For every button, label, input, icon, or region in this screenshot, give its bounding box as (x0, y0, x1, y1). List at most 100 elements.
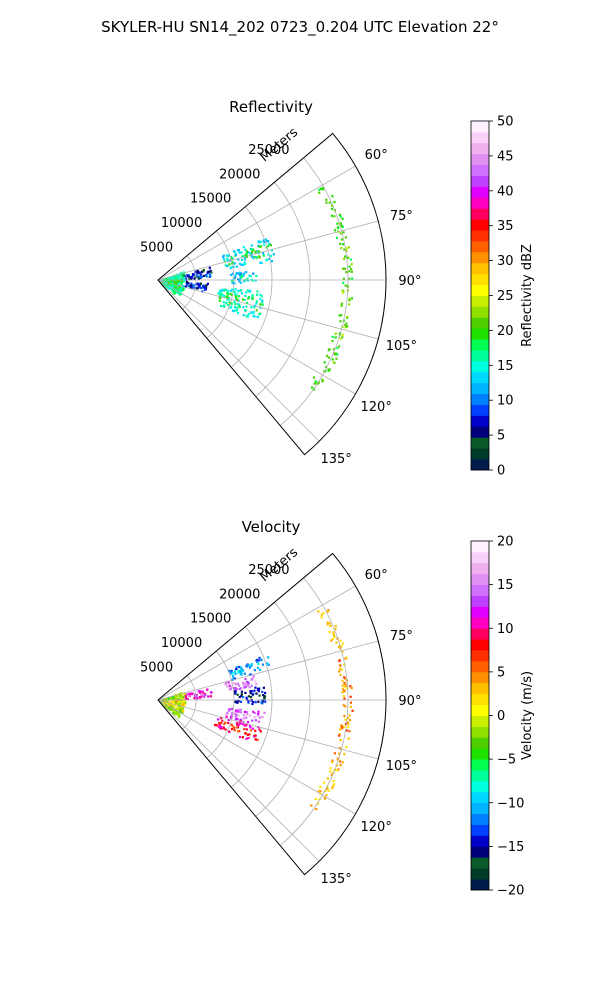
echo-pixel (177, 282, 180, 285)
echo-pixel (345, 271, 348, 274)
echo-pixel (178, 279, 181, 282)
echo-pixel (233, 687, 236, 690)
echo-pixel (344, 324, 347, 327)
echo-pixel (340, 724, 343, 727)
echo-pixel (237, 299, 240, 302)
colorbar-swatch (471, 284, 489, 296)
echo-pixel (257, 244, 260, 247)
echo-pixel (260, 240, 263, 243)
echo-pixel (255, 274, 258, 278)
echo-pixel (242, 274, 245, 277)
echo-pixel (177, 708, 180, 711)
echo-pixel (240, 693, 243, 696)
echo-pixel (245, 696, 248, 699)
echo-pixel (224, 264, 227, 267)
echo-pixel (227, 304, 230, 307)
echo-pixel (318, 191, 321, 194)
echo-pixel (201, 691, 204, 694)
echo-pixel (199, 691, 202, 694)
azimuth-tick-label: 135° (320, 872, 351, 887)
echo-pixel (236, 693, 239, 696)
echo-pixel (339, 728, 342, 731)
azimuth-line (157, 165, 356, 281)
colorbar-tick-label: 45 (497, 149, 514, 164)
echo-pixel (347, 246, 350, 249)
echo-pixel (242, 717, 246, 720)
colorbar-swatch (471, 682, 489, 695)
echo-pixel (327, 356, 330, 359)
echo-pixel (259, 730, 262, 733)
echo-pixel (206, 688, 209, 691)
echo-pixel (251, 248, 254, 252)
echo-pixel (236, 298, 239, 301)
echo-pixel (251, 297, 254, 300)
echo-pixel (344, 718, 347, 721)
echo-pixel (235, 713, 238, 716)
echo-pixel (228, 730, 231, 733)
echo-pixel (259, 303, 262, 306)
echo-pixel (249, 692, 252, 695)
sector-frame (157, 552, 387, 876)
echo-pixel (228, 263, 231, 266)
echo-pixel (339, 664, 342, 667)
echo-pixel (254, 701, 257, 704)
echo-pixel (238, 695, 241, 699)
echo-pixel (180, 292, 183, 295)
echo-pixel (234, 692, 237, 695)
echo-pixel (249, 275, 252, 278)
polar-grid (157, 157, 386, 442)
echo-pixel (240, 671, 243, 674)
range-tick-label: 10000 (161, 216, 202, 231)
echo-pixel (326, 787, 329, 790)
echo-pixel (256, 714, 259, 718)
echo-pixel (195, 695, 198, 698)
colorbar-swatch (471, 121, 489, 133)
echo-pixel (341, 642, 345, 645)
echo-pixel (187, 285, 190, 288)
echo-pixel (346, 721, 349, 724)
echo-pixel (246, 681, 249, 684)
echo-pixel (199, 275, 202, 278)
azimuth-tick-label: 120° (361, 400, 392, 415)
echo-pixel (221, 719, 224, 722)
echo-pixel (228, 301, 231, 304)
colorbar-swatch (471, 251, 489, 264)
echo-pixel (226, 264, 229, 268)
echo-pixel (167, 287, 170, 290)
echo-pixel (340, 314, 343, 317)
echo-pixel (228, 688, 231, 691)
echo-pixel (234, 718, 237, 721)
echo-pixel (183, 278, 186, 281)
echo-pixel (241, 263, 244, 267)
echo-pixel (181, 709, 184, 712)
echo-pixel (339, 764, 342, 767)
echo-pixel (265, 240, 268, 243)
echo-pixel (345, 746, 348, 749)
colorbar-swatch (471, 824, 489, 836)
echo-pixel (267, 244, 270, 247)
echo-pixel (344, 683, 347, 686)
echo-pixel (184, 285, 187, 288)
echo-pixel (204, 284, 207, 287)
colorbar-swatch (471, 350, 489, 362)
echo-pixel (172, 711, 175, 714)
echo-pixel (244, 724, 247, 727)
echo-pixel (244, 262, 247, 265)
echo-pixel (350, 263, 353, 266)
echo-pixel (230, 289, 233, 292)
echo-pixel (238, 670, 241, 673)
echo-pixel (318, 188, 321, 191)
echo-pixel (348, 730, 351, 733)
echo-pixel (239, 278, 242, 281)
echo-pixel (344, 705, 347, 708)
echo-pixel (331, 335, 334, 338)
range-tick-label: 15000 (190, 192, 231, 207)
echo-pixel (193, 273, 196, 276)
echo-pixel (195, 274, 198, 277)
colorbar-swatch (471, 737, 489, 749)
echo-pixel (259, 298, 262, 301)
echo-pixel (247, 682, 250, 685)
echo-pixel (182, 271, 186, 274)
echo-pixel (348, 265, 351, 268)
echo-pixel (171, 695, 174, 699)
